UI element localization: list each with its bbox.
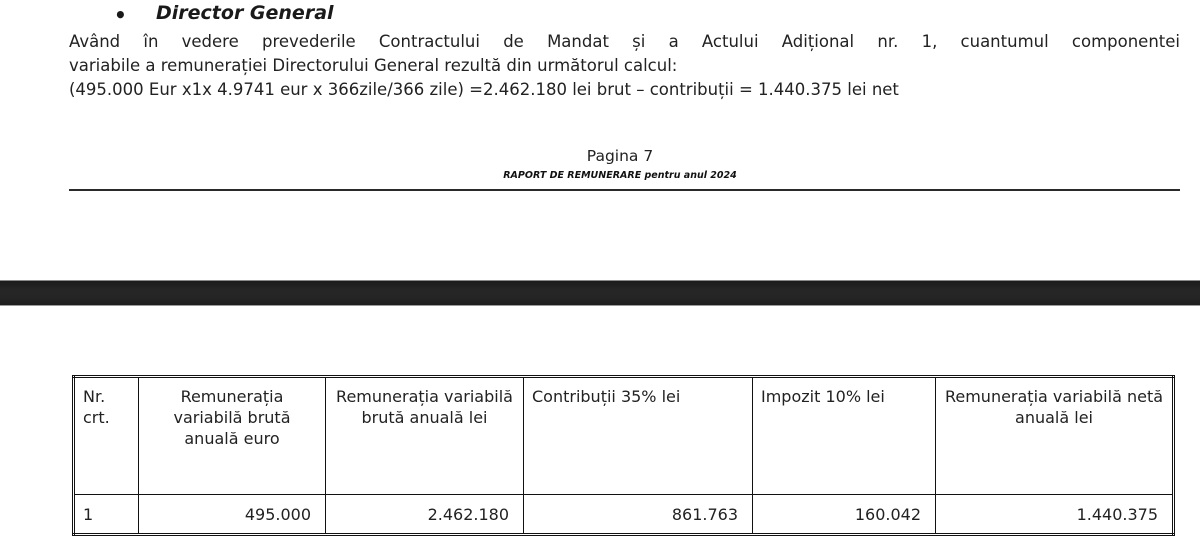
header-contributions: Contribuții 35% lei bbox=[523, 376, 753, 495]
header-gross-euro: Remunerația variabilă brută anuală euro bbox=[138, 376, 326, 495]
bullet-icon: • bbox=[114, 3, 127, 27]
calculation-line: (495.000 Eur x1x 4.9741 eur x 366zile/36… bbox=[69, 80, 899, 99]
header-net-lei: Remunerația variabilă netă anuală lei bbox=[935, 376, 1174, 495]
header-gross-lei: Remunerația variabilă brută anuală lei bbox=[325, 376, 524, 495]
cell-tax: 160.042 bbox=[752, 494, 936, 535]
cell-gross-euro: 495.000 bbox=[138, 494, 326, 535]
cell-nr-crt: 1 bbox=[73, 494, 139, 535]
page-number: Pagina 7 bbox=[586, 147, 654, 165]
footer-divider bbox=[69, 189, 1180, 191]
header-tax: Impozit 10% lei bbox=[752, 376, 936, 495]
table-row: 1 495.000 2.462.180 861.763 160.042 1.44… bbox=[73, 494, 1174, 535]
paragraph-line-2: variabile a remunerației Directorului Ge… bbox=[69, 56, 678, 75]
cell-net-lei: 1.440.375 bbox=[935, 494, 1174, 535]
cell-gross-lei: 2.462.180 bbox=[325, 494, 524, 535]
page-separator bbox=[0, 280, 1200, 306]
cell-contributions: 861.763 bbox=[523, 494, 753, 535]
report-title: RAPORT DE REMUNERARE pentru anul 2024 bbox=[503, 170, 737, 181]
section-title: Director General bbox=[156, 2, 334, 24]
remuneration-table: Nr. crt. Remunerația variabilă brută anu… bbox=[72, 375, 1175, 536]
table-header-row: Nr. crt. Remunerația variabilă brută anu… bbox=[73, 376, 1174, 495]
paragraph-line-1: Având în vedere prevederile Contractului… bbox=[69, 32, 1180, 51]
header-nr-crt: Nr. crt. bbox=[73, 376, 139, 495]
